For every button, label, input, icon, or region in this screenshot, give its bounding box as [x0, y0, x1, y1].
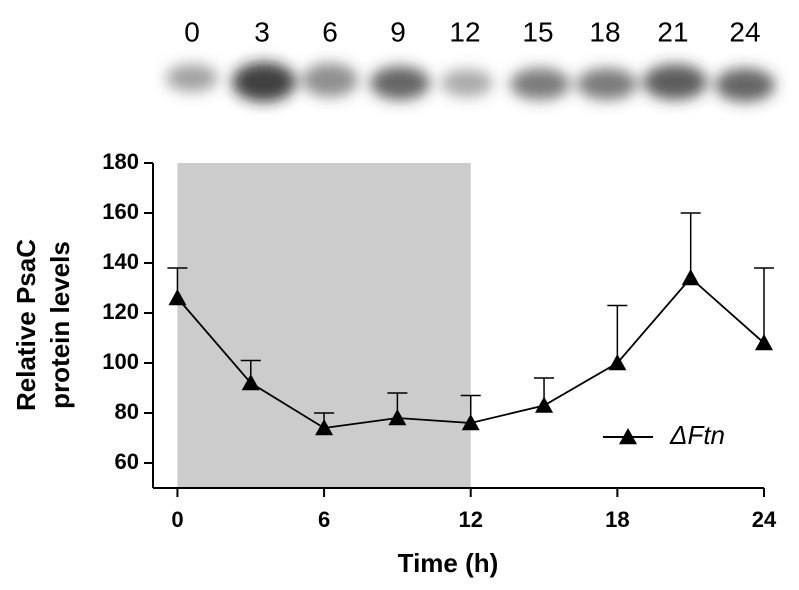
x-axis-label: Time (h) — [398, 548, 499, 578]
y-tick-label: 100 — [102, 349, 139, 374]
marker — [608, 354, 627, 371]
marker — [535, 396, 554, 413]
lane-label: 9 — [390, 16, 406, 47]
blot-band — [715, 68, 775, 102]
blot-band — [441, 69, 493, 97]
y-tick-label: 80 — [115, 399, 139, 424]
blot-band — [370, 66, 430, 100]
error-bar — [607, 304, 628, 363]
blot-band — [232, 62, 296, 102]
blot-band — [510, 68, 570, 100]
lane-label: 0 — [184, 16, 200, 47]
y-axis-label: protein levels — [45, 241, 75, 409]
blot-band — [577, 68, 637, 100]
lane-label: 24 — [729, 16, 760, 47]
blot-band — [643, 64, 707, 100]
marker — [388, 409, 407, 426]
x-tick-label: 6 — [318, 507, 330, 532]
marker — [241, 374, 260, 391]
y-axis-label: Relative PsaC — [11, 239, 41, 411]
marker — [461, 414, 480, 431]
lane-label: 6 — [322, 16, 338, 47]
error-bar — [754, 267, 774, 343]
blot-band — [166, 64, 218, 92]
shaded-region — [177, 163, 471, 488]
marker — [168, 289, 187, 306]
lane-label: 15 — [522, 16, 553, 47]
x-tick-label: 0 — [171, 507, 183, 532]
marker — [315, 419, 334, 436]
y-tick-label: 60 — [115, 449, 139, 474]
x-tick-label: 24 — [752, 507, 777, 532]
error-bar — [680, 212, 701, 278]
marker — [755, 334, 773, 351]
lane-label: 18 — [589, 16, 620, 47]
x-tick-label: 18 — [605, 507, 629, 532]
legend-label: ΔFtn — [669, 420, 725, 450]
lane-label: 21 — [657, 16, 688, 47]
x-tick-label: 12 — [458, 507, 482, 532]
legend-marker — [619, 428, 637, 445]
blot — [166, 62, 775, 102]
y-tick-label: 160 — [102, 199, 139, 224]
y-tick-label: 120 — [102, 299, 139, 324]
blot-band — [302, 63, 358, 97]
y-tick-label: 140 — [102, 249, 139, 274]
lane-label: 12 — [449, 16, 480, 47]
y-tick-label: 180 — [102, 149, 139, 174]
marker — [681, 269, 700, 286]
lane-label: 3 — [254, 16, 270, 47]
